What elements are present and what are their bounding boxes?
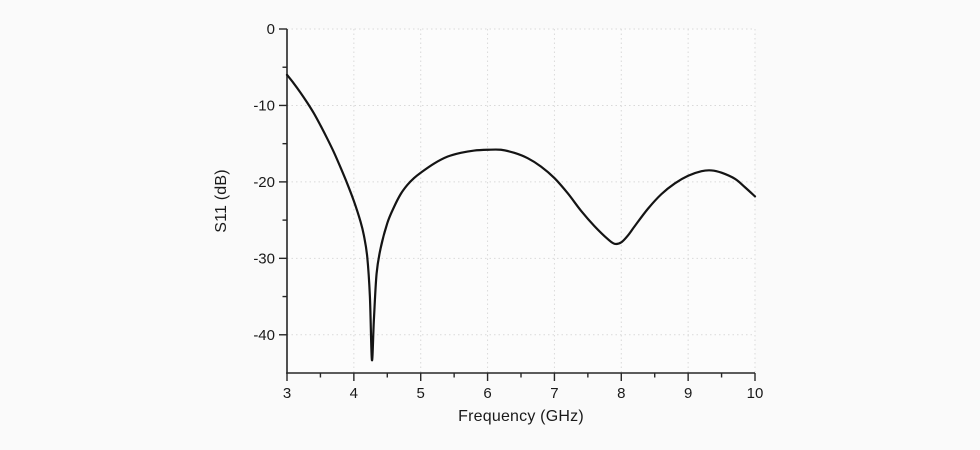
- x-tick-label: 7: [550, 385, 558, 402]
- x-tick-label: 10: [747, 385, 764, 402]
- x-tick-label: 4: [350, 385, 358, 402]
- x-tick-label: 9: [684, 385, 692, 402]
- x-tick-label: 8: [617, 385, 625, 402]
- x-axis-title: Frequency (GHz): [458, 408, 584, 425]
- x-tick-label: 5: [417, 385, 425, 402]
- y-tick-label: -30: [253, 250, 275, 267]
- y-tick-label: -20: [253, 174, 275, 191]
- x-tick-label: 6: [483, 385, 491, 402]
- s11-curve: [285, 73, 757, 362]
- plot-background: [287, 29, 755, 373]
- y-axis-title: S11 (dB): [213, 169, 230, 233]
- y-tick-label: -40: [253, 327, 275, 344]
- x-tick-label: 3: [283, 385, 291, 402]
- y-tick-label: 0: [267, 21, 275, 38]
- y-tick-label: -10: [253, 97, 275, 114]
